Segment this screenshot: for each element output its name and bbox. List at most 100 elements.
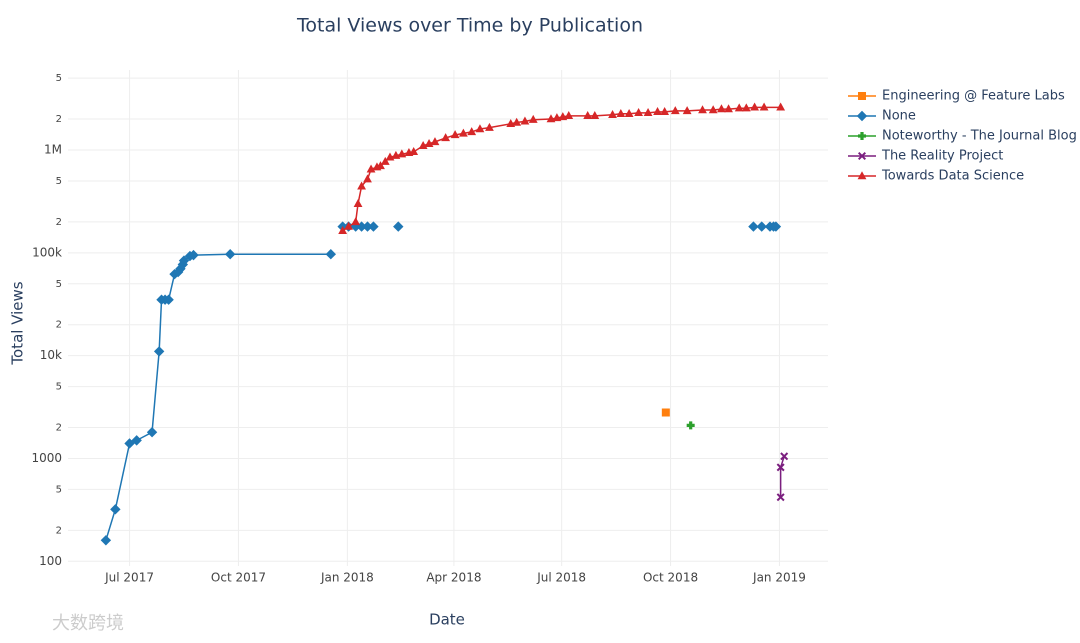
- marker: [430, 137, 440, 146]
- y-tick-label: 5: [56, 484, 62, 495]
- marker: [670, 106, 680, 115]
- marker: [325, 248, 337, 260]
- marker: [512, 117, 522, 126]
- marker: [780, 452, 789, 461]
- marker: [660, 107, 670, 116]
- marker: [409, 147, 419, 156]
- legend-label: The Reality Project: [881, 149, 1003, 164]
- marker: [188, 249, 199, 261]
- marker: [748, 221, 759, 232]
- marker: [458, 128, 468, 137]
- marker: [520, 116, 530, 125]
- marker: [357, 181, 366, 190]
- marker: [756, 221, 767, 232]
- y-tick-label: 1000: [31, 451, 62, 465]
- marker: [698, 105, 707, 114]
- marker: [344, 221, 353, 230]
- x-tick-label: Jul 2018: [536, 571, 586, 585]
- x-tick-label: Jan 2019: [752, 571, 806, 585]
- y-tick-label: 5: [56, 73, 62, 84]
- marker: [467, 127, 477, 136]
- legend-marker: [858, 132, 867, 140]
- marker: [163, 294, 174, 305]
- watermark: 大数跨境: [52, 613, 124, 634]
- y-tick-label: 2: [56, 525, 62, 536]
- marker: [759, 102, 769, 111]
- marker: [724, 104, 733, 113]
- marker: [616, 108, 626, 117]
- marker: [376, 161, 385, 170]
- marker: [131, 435, 142, 446]
- marker: [776, 463, 785, 472]
- chart-title: Total Views over Time by Publication: [296, 15, 643, 37]
- x-axis-title: Date: [429, 611, 465, 629]
- marker: [351, 217, 361, 226]
- legend-label: Towards Data Science: [881, 169, 1024, 184]
- marker: [380, 156, 390, 165]
- legend-marker: [856, 110, 868, 122]
- marker: [368, 221, 379, 232]
- marker: [224, 248, 236, 260]
- marker: [734, 103, 744, 112]
- y-tick-label: 2: [56, 423, 62, 434]
- y-tick-label: 100k: [32, 245, 62, 259]
- y-tick-label: 2: [56, 217, 62, 228]
- x-tick-label: Apr 2018: [426, 571, 481, 585]
- legend-label: Noteworthy - The Journal Blog: [882, 129, 1077, 144]
- marker: [153, 346, 165, 357]
- marker: [624, 108, 634, 117]
- marker: [661, 408, 670, 417]
- y-tick-label: 5: [56, 382, 62, 393]
- marker: [770, 221, 782, 232]
- marker: [653, 107, 662, 116]
- marker: [178, 255, 190, 266]
- marker: [175, 263, 186, 274]
- marker: [741, 103, 751, 112]
- marker: [353, 198, 363, 207]
- y-axis-title: Total Views: [9, 281, 27, 365]
- y-tick-label: 10k: [40, 348, 62, 362]
- marker: [776, 493, 785, 502]
- marker: [776, 102, 786, 111]
- x-tick-label: Jul 2017: [104, 571, 154, 585]
- y-tick-label: 5: [56, 279, 62, 290]
- marker: [528, 114, 538, 123]
- legend-marker: [857, 171, 867, 180]
- y-tick-label: 5: [56, 176, 62, 187]
- marker: [634, 108, 643, 117]
- marker: [366, 164, 376, 173]
- marker: [717, 104, 726, 113]
- series-line: [105, 253, 331, 541]
- marker: [686, 421, 695, 430]
- marker: [750, 102, 760, 111]
- marker: [590, 111, 600, 120]
- series-line: [779, 456, 785, 498]
- marker: [338, 225, 348, 234]
- y-tick-label: 1M: [44, 143, 62, 157]
- y-tick-label: 100: [39, 554, 62, 568]
- marker: [100, 535, 112, 546]
- legend-marker: [858, 92, 866, 100]
- marker: [363, 174, 372, 183]
- legend-label: None: [882, 109, 916, 124]
- x-tick-label: Oct 2017: [211, 571, 266, 585]
- marker: [564, 111, 574, 120]
- marker: [362, 221, 373, 232]
- marker: [708, 105, 718, 114]
- y-tick-label: 2: [56, 114, 62, 125]
- marker: [682, 106, 692, 115]
- marker: [583, 111, 593, 120]
- x-tick-label: Jan 2018: [320, 571, 374, 585]
- marker: [110, 504, 121, 515]
- y-tick-label: 2: [56, 320, 62, 331]
- marker: [450, 130, 460, 139]
- marker: [485, 122, 494, 131]
- marker: [643, 108, 653, 117]
- marker: [397, 149, 407, 158]
- marker: [441, 133, 451, 142]
- marker: [475, 124, 485, 133]
- x-tick-label: Oct 2018: [643, 571, 698, 585]
- marker: [608, 110, 617, 119]
- legend-marker: [858, 152, 866, 160]
